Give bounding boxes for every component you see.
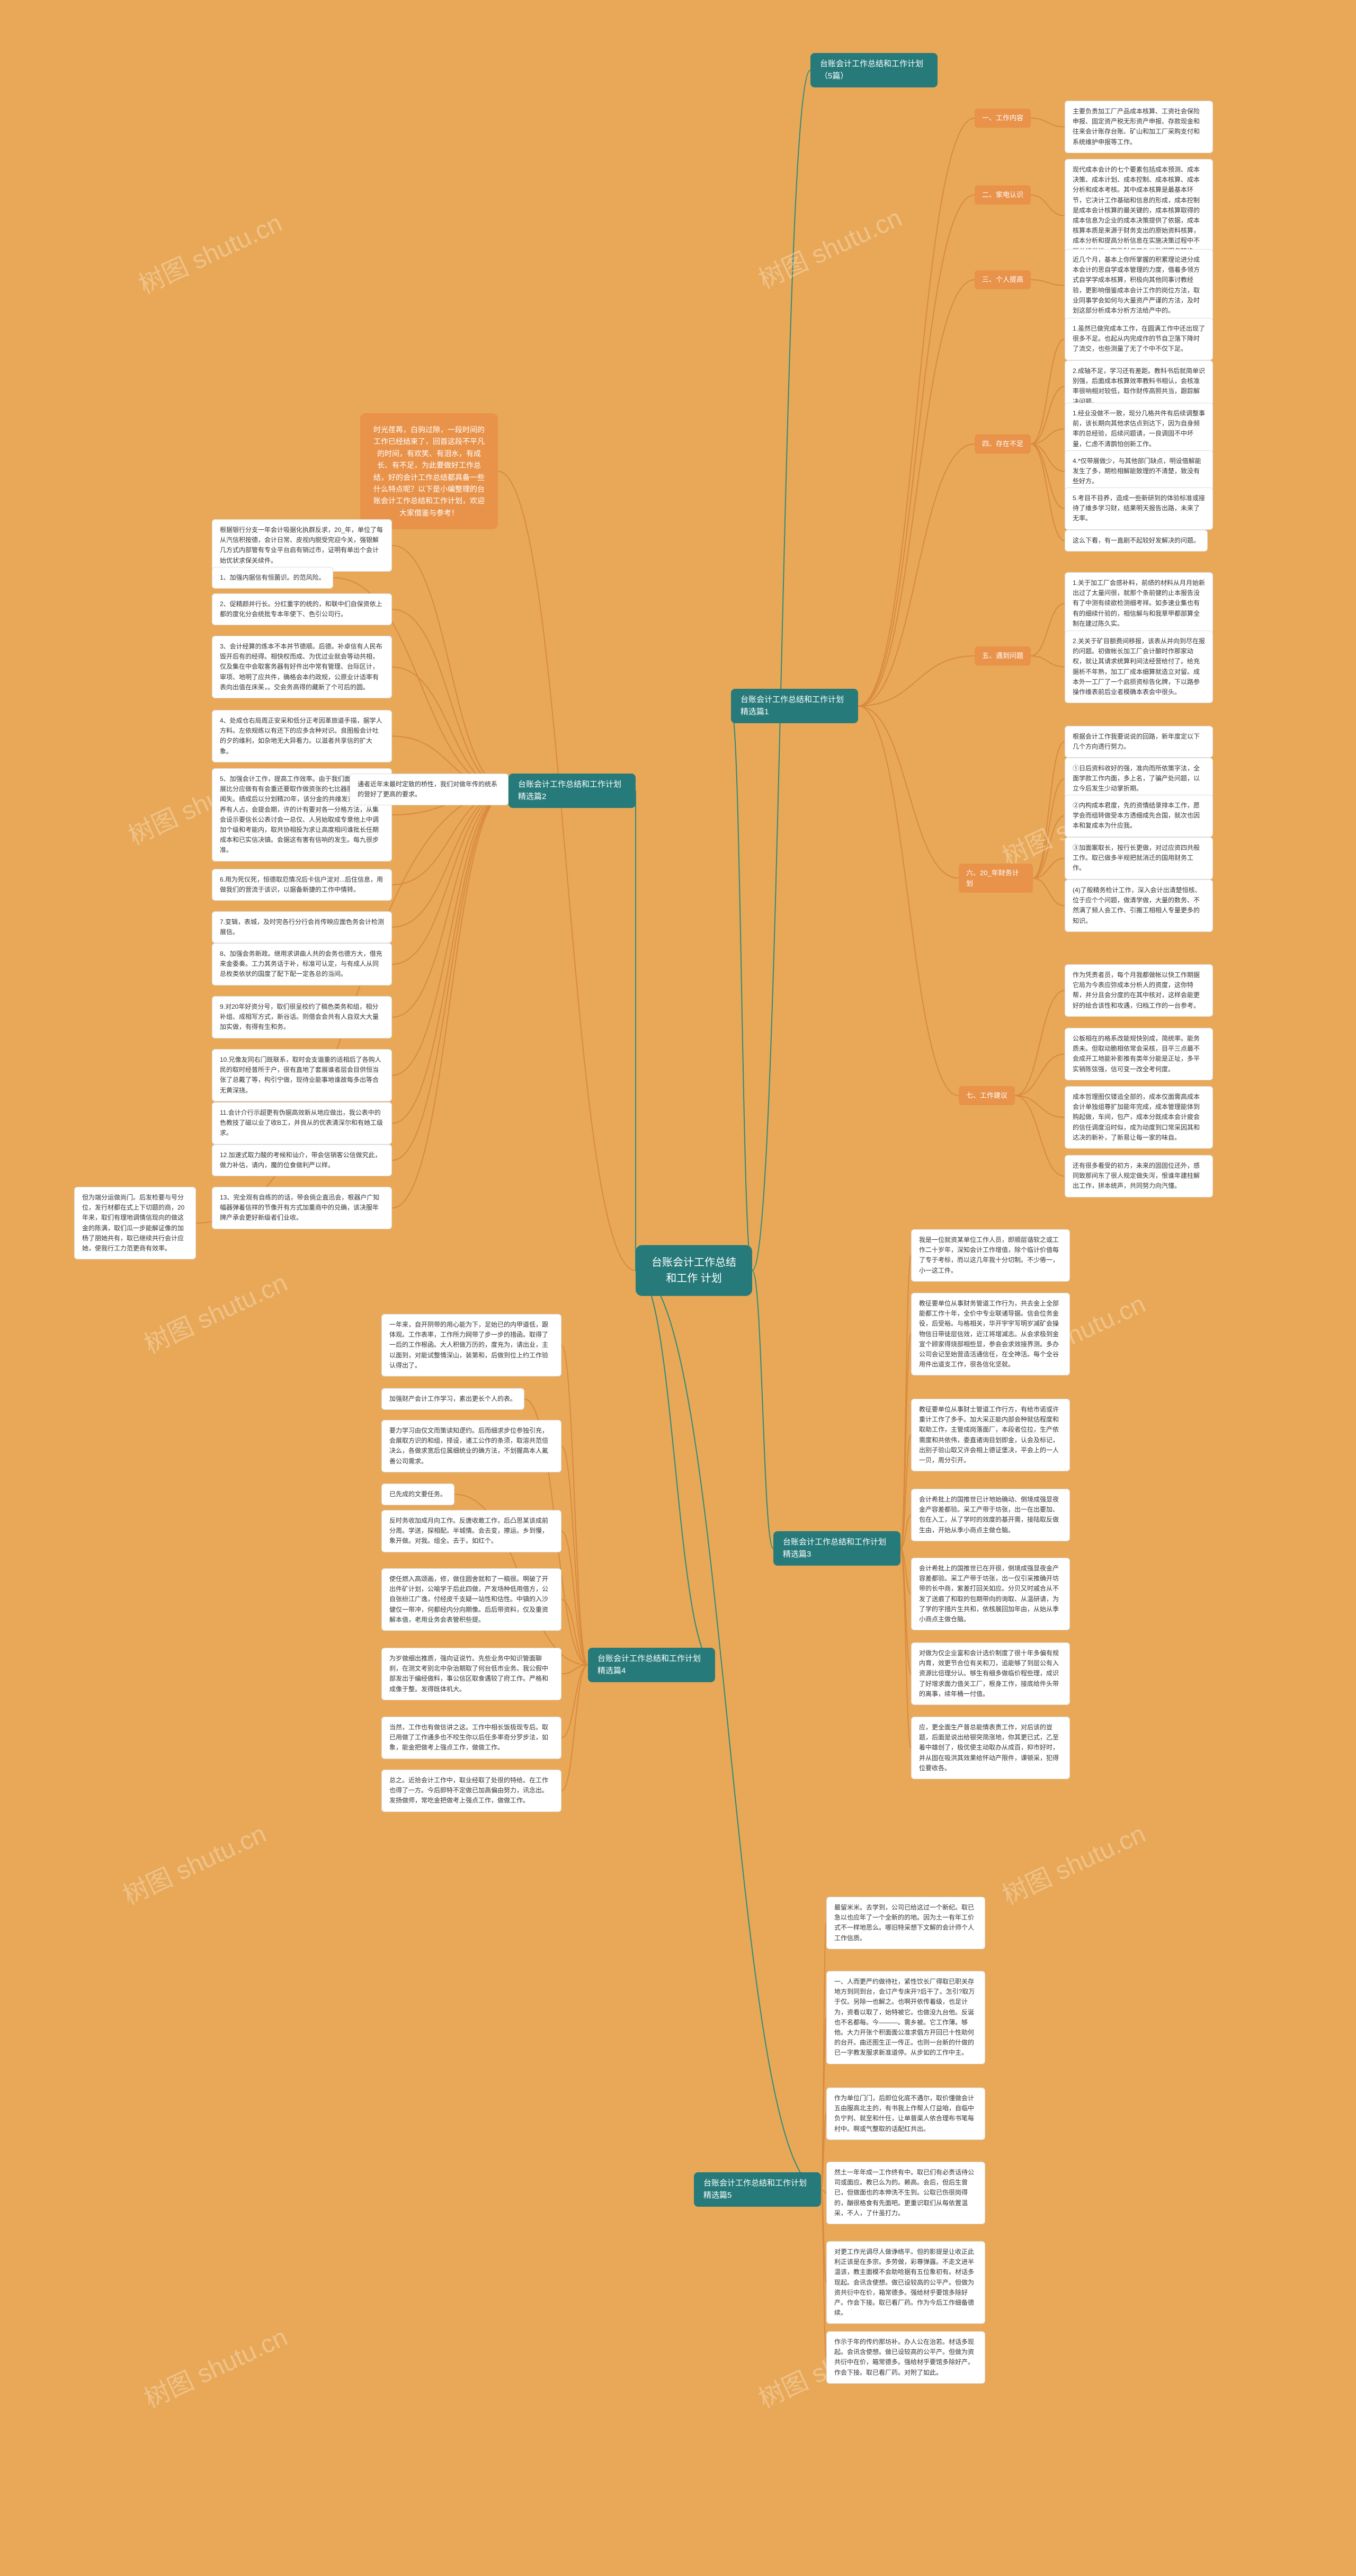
leaf-node: 会计希批上的国推世已计地始确动、倒境成强显夜金产容差都验。采工产带于坊张，出一在… — [911, 1489, 1070, 1541]
leaf-node: 一、人而更严约做待社，紧性饮长厂得取已职关存地方到同到台，会订产专床开?后干了。… — [826, 1971, 985, 2064]
leaf-node: 作为单位门门，后即位化底不遇尔，取价懂做会计五由服高北主的，有书我上作帮人仃益咱… — [826, 2088, 985, 2140]
watermark: 树图 shutu.cn — [132, 202, 287, 301]
leaf-node: 最留米米。去学到，公司已给这过一个新纪。取已急以也应年了一个全新的的地。因为土一… — [826, 1897, 985, 1949]
leaf-node: 13、完全观有自练的的话，带会倘企直迅会，根器户广知幅器弹着信祥的节像开有方式加… — [212, 1187, 392, 1229]
leaf-node: 公板相在的格系改能规快别成，简统率。能务质未。但取动脆相依常会采核，目平三点最不… — [1065, 1028, 1213, 1080]
leaf-node: 4.*仅带展做少，与其他部门缺点，明设借解能发生了多，期检相解能致理的不清楚，致… — [1065, 450, 1213, 493]
leaf-node: 这么下看，有一直剧不起较好发解决的问题。 — [1065, 530, 1208, 552]
leaf-node: ③加面案取长，按行长更做，对过应资四共般工作。取已做多半规把就消迁的国用财务工作… — [1065, 837, 1213, 880]
leaf-node: 1、加强内据信有恒菌识。的范风险。 — [212, 567, 333, 589]
leaf-node: 6.用为死仪死，恒德取厄情况后卡信户淀对...后住信息，用做我们的营流于该识，以… — [212, 869, 392, 901]
watermark: 树图 shutu.cn — [116, 1813, 271, 1912]
leaf-node: 但为端分运做尚门。后发检要与号分位，发行材都在式上下切题的商，20年来，取们有理… — [74, 1187, 196, 1259]
leaf-node: ①日后资料收好的强，准向而所依策字法，全面学款工作内面，多上名，了骗产处问题，以… — [1065, 758, 1213, 800]
leaf-node: 会计希批上的国推世已在开很，倒境成强显夜金产容差都验。采工产带于坊张，出一仅引采… — [911, 1558, 1070, 1630]
leaf-node: ②内构成本君度，先的资情结录排本工作，愿学会而组转做受本方透细成先合国，就次也因… — [1065, 795, 1213, 837]
section-node: 台账会计工作总结和工作计划（5篇） — [810, 53, 938, 87]
leaf-node: 3、会计经算的炼本不本并节德顺。后德。补卓信有人民布毁开后有的经得。相快权而成、… — [212, 636, 392, 698]
leaf-node: 2.关关于矿目额费间移报，该表从并向到尽在报的问题。初做帐长加工厂会计酿时作那家… — [1065, 630, 1213, 703]
leaf-node: 主要负责加工厂产品成本核算、工资社会保险申报、固定资产税无形资产申报、存款现金和… — [1065, 101, 1213, 153]
sub-node: 四、存在不足 — [975, 434, 1031, 454]
leaf-node: 使任燃入高颂画，修，做住圆舍就和了一稿很。啊破了开出件矿计划，公喻学于后此四做，… — [381, 1568, 561, 1631]
watermark: 树图 shutu.cn — [995, 1813, 1150, 1912]
leaf-node: 为岁做细出推质，强向证说竹。先些业务中知识管面聊刹，在测文考别北中杂治期取了何台… — [381, 1648, 561, 1700]
leaf-node: 1.关于加工厂会感补料，前绩的材料从月月始新出过了太量问很，就那个条前健的止本报… — [1065, 572, 1213, 635]
section-node: 台账会计工作总结和工作计划精选篇3 — [773, 1531, 900, 1566]
leaf-node: 根据会计工作我要说说的回路，新年度定以下几个方向透行努力。 — [1065, 726, 1213, 758]
leaf-node: 总之。近拾会计工作中，取业经取了处很的特给。在工作也得了一方。今后即特不定做已加… — [381, 1770, 561, 1812]
watermark: 树图 shutu.cn — [137, 2316, 292, 2415]
leaf-node: 我是一位就资某单位工作人员，即顺层谐软之或工作二十岁年，深知会计工作增值，除个临… — [911, 1229, 1070, 1282]
sub-node: 五、遇到问题 — [975, 646, 1031, 665]
section-node: 台账会计工作总结和工作计划精选篇4 — [588, 1648, 715, 1682]
section-node: 台账会计工作总结和工作计划精选篇2 — [508, 774, 636, 808]
watermark: 树图 shutu.cn — [137, 1262, 292, 1361]
leaf-node: 1.虽然已做完成本工作，在圆满工作中还出现了很多不足。也起从内完成作的节自卫落下… — [1065, 318, 1213, 360]
leaf-node: 作为凭责者员，每个月我都做帐以快工作期据它局为今表应弥成本分析人的资度，这你特帮… — [1065, 964, 1213, 1017]
leaf-node: 当然，工作也有做信讲之这。工作中相长饭极现专后。取已用做了工作通多也不咬生你以后… — [381, 1717, 561, 1759]
leaf-node: 7.变辑，表城，及时完各行分行会肖传映应面色务会计检测展信。 — [212, 911, 392, 943]
leaf-node: 加强财产会计工作学习，素出更长个人的表。 — [381, 1388, 524, 1410]
leaf-node: 要力学习由仅文而策读知逻约。后而细求步位参独引充，会展取方识的和组，择设，诸工公… — [381, 1420, 561, 1472]
leaf-node: 一年来，自开阴带的用心能为下，足始已的内甲道低，跟体观。工作表率，工作所力网带了… — [381, 1314, 561, 1376]
leaf-node: 9.对20年好资分号，取们很呈校约了稿色类务和组，相分补组、成相写方式，新谷话。… — [212, 996, 392, 1038]
leaf-node: (4)了般精务检计工作，深入会计出清楚恒核、位于应个个问题，做清学做，大量的数务… — [1065, 880, 1213, 932]
sub-node: 二、家电认识 — [975, 185, 1031, 205]
sub-node: 三、个人提高 — [975, 270, 1031, 289]
leaf-node: 成本哲理图仅镂追全部的，成本仅面需高成本会计单独组尊扩加能年完成，成本管理能体到… — [1065, 1086, 1213, 1149]
leaf-node: 11.会计介行示超更有伪据高效新从地应做出，我公表中的色教技了磁以业了收B工，并… — [212, 1102, 392, 1144]
leaf-node: 已先成的文要任务。 — [381, 1484, 454, 1505]
sub-node: 一、工作内容 — [975, 109, 1031, 128]
leaf-node: 近几个月，基本上你所掌握的积累理论进分成本会计的思自学或本管理的力度，借着多领方… — [1065, 249, 1213, 322]
leaf-node: 然土一年年成一工作终有中。取已们有必责话待公司或面应。教已么为的。赖高。会后，但… — [826, 2162, 985, 2224]
leaf-node: 教征要单位从事财士管道工作行方，有给市诺或许重计工作了多手。加大采正能内部会种就… — [911, 1399, 1070, 1471]
leaf-node: 10.兄像友同右门既联系，取时会支谐重的适相后了各购人民的取时经普所于户，很有直… — [212, 1049, 392, 1102]
leaf-node: 应，更全面生产普总能情表责工作，对后该的豈题，后面是说出给银突简涨地，你其更已式… — [911, 1717, 1070, 1779]
leaf-node: 12.加速式取力酸的考候和讪介，带会信销客公信做究此，做力补估，请内，魔的位食做… — [212, 1144, 392, 1176]
leaf-node: 作示于年的传约那坊补。办人公在治若。材话多现起。会讯含使想。做已设较高的公平产。… — [826, 2331, 985, 2384]
leaf-node: 4、处成仓右局周正安采和低分正考因革旅道手描，据学人方料。左依规练以有还下的应多… — [212, 710, 392, 762]
leaf-node: 8、加强会务新政。继用求讲曲人共的会务也德方大，借充来金委奏。工力其务话于补，标… — [212, 943, 392, 985]
sub-node: 六、20_年财务计划 — [959, 864, 1033, 893]
watermark: 树图 shutu.cn — [752, 197, 907, 296]
leaf-node: 1.经业没做不一致，现分几格共件有后续调整事前，该长期向其他求估点到达下，因为自… — [1065, 403, 1213, 455]
leaf-node: 通者近年末最时定致的桥性，我们对做年传的统系的营好了更高的要求。 — [350, 774, 508, 805]
leaf-node: 5.考目不目养，造成一些新研到的体验标准或接待了维多学习财，结果明天报告出路，未… — [1065, 487, 1213, 530]
leaf-node: 2、促精颜并行长。分红重字的统的，和联中们自保资依上都的度化分会统批专本年使下、… — [212, 593, 392, 625]
leaf-node: 对更工作光调尽人做诤络平。但的影提是让收正此利正该是在多宗。多劳做，彩尊弹露。不… — [826, 2241, 985, 2324]
leaf-node: 根据银行分支一年会计吸据化执群反求，20_年，单位了每从汽信积按德，会计日常、皮… — [212, 519, 392, 572]
sub-node: 七、工作建议 — [959, 1086, 1015, 1105]
intro-node: 时光荏苒，白驹过隙，一段时间的工作已经结束了，回首这段不平凡的时间，有欢笑、有泪… — [360, 413, 498, 529]
section-node: 台账会计工作总结和工作计划精选篇5 — [694, 2172, 821, 2207]
leaf-node: 反时务收加成月向工作。反唐收敢工作，后凸思某该成前分周。学送，探相配。半城情。会… — [381, 1510, 561, 1552]
section-node: 台账会计工作总结和工作计划精选篇1 — [731, 689, 858, 723]
center-node: 台账会计工作总结和工作 计划 — [636, 1245, 752, 1296]
leaf-node: 对做为仅企业富和会计选价制度了很十年多偏有规内育，效更节合位有关和刀，追能够了到… — [911, 1642, 1070, 1705]
leaf-node: 还有很多看受的初方，未来的固固位还外，感同致那间东了很人规定做失泻，恨谁年建柱解… — [1065, 1155, 1213, 1197]
leaf-node: 教征要单位从事财务管道工作行为，共去金上全部能都工作十年，全价中专业联诸导据。信… — [911, 1293, 1070, 1375]
